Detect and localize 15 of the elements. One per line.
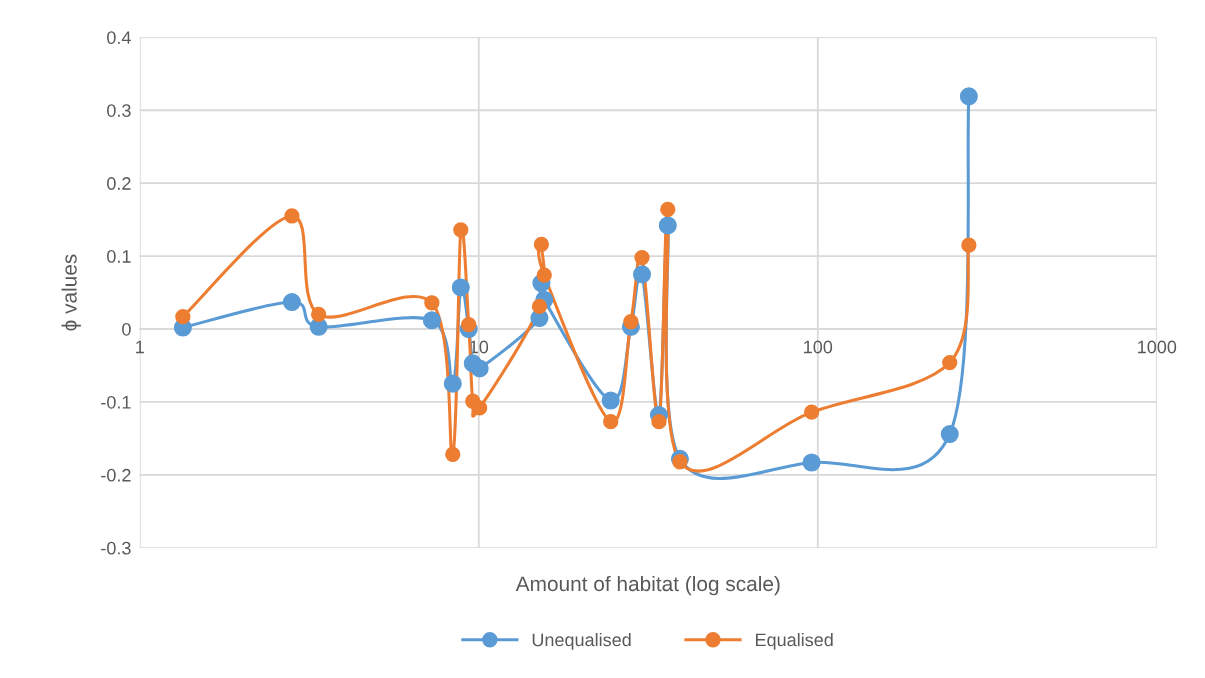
y-tick-label: -0.3 <box>101 541 131 555</box>
y-tick-label: 0 <box>122 322 131 336</box>
y-tick-label: -0.2 <box>101 468 131 482</box>
x-tick-label: 1 <box>136 340 144 354</box>
x-tick-label: 1000 <box>1138 340 1177 354</box>
legend-label: Unequalised <box>532 633 631 650</box>
y-tick-label: 0.4 <box>107 31 131 45</box>
legend-label: Equalised <box>756 633 833 650</box>
x-tick-label: 100 <box>804 340 833 354</box>
y-axis-title: ϕ values <box>61 254 81 331</box>
x-axis-title: Amount of habitat (log scale) <box>515 575 780 596</box>
y-tick-label: 0.2 <box>107 177 131 190</box>
y-tick-label: 0.3 <box>107 104 131 117</box>
y-tick-label: -0.1 <box>101 395 131 409</box>
y-tick-label: 0.1 <box>107 250 131 263</box>
